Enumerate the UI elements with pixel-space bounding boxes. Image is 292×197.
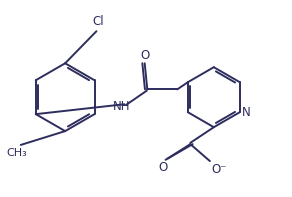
Text: O⁻: O⁻: [211, 163, 227, 176]
Text: CH₃: CH₃: [6, 148, 27, 158]
Text: NH: NH: [112, 100, 130, 113]
Text: O: O: [140, 49, 149, 62]
Text: N: N: [242, 106, 251, 119]
Text: Cl: Cl: [92, 15, 104, 28]
Text: O: O: [159, 161, 168, 174]
